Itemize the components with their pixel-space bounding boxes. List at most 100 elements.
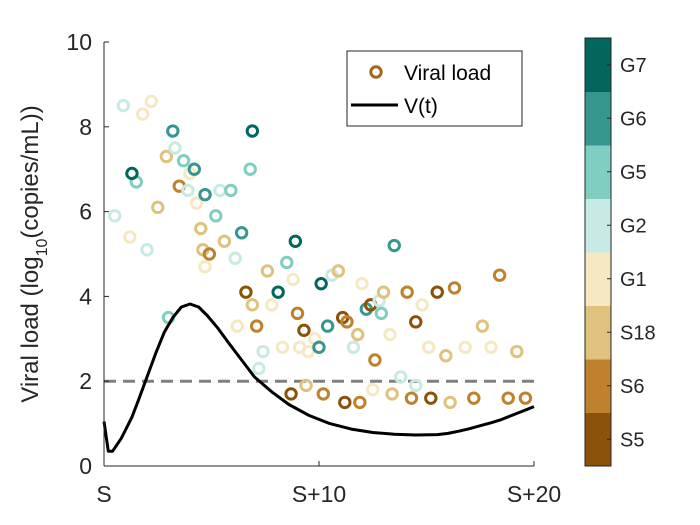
viral-load-point: [181, 183, 195, 198]
viral-load-point: [518, 391, 533, 405]
scatter-points: [108, 94, 533, 410]
viral-load-point: [166, 124, 180, 138]
viral-load-point: [245, 124, 260, 138]
viral-load-point: [265, 298, 279, 312]
viral-load-point: [217, 234, 232, 248]
viral-load-point: [415, 298, 429, 312]
x-tick-label: S: [96, 481, 111, 507]
viral-load-point: [340, 315, 354, 329]
colorbar-segment: [585, 305, 611, 360]
legend: Viral load V(t): [346, 50, 523, 127]
viral-load-point: [338, 395, 352, 410]
viral-load-point: [312, 340, 326, 354]
viral-load-point: [443, 395, 457, 410]
viral-load-point: [144, 94, 159, 109]
vt-curve: [102, 302, 535, 453]
viral-load-point: [198, 187, 212, 202]
colorbar-label: S18: [620, 322, 656, 344]
viral-load-point: [484, 340, 498, 354]
viral-load-point: [239, 285, 253, 299]
viral-load-point: [299, 378, 313, 393]
viral-load-point: [187, 162, 202, 176]
viral-load-point: [316, 387, 330, 401]
viral-load-point: [387, 238, 401, 253]
viral-load-point: [243, 162, 257, 176]
y-tick-label: 6: [79, 199, 92, 225]
viral-load-point: [245, 298, 260, 312]
viral-load-point: [275, 340, 290, 354]
viral-load-point: [409, 378, 423, 393]
colorbar-segment: [585, 252, 611, 306]
viral-load-point: [202, 247, 217, 261]
viral-load-point: [409, 315, 423, 329]
viral-load-point: [116, 98, 131, 113]
viral-load-point: [404, 391, 419, 405]
viral-load-point: [198, 260, 212, 274]
viral-load-point: [467, 391, 481, 405]
plot-area: S S+10 S+20 0 2 4 6 8 10 Viral load V(t): [66, 29, 561, 507]
colorbar-segment: [585, 359, 611, 413]
viral-load-point: [224, 183, 238, 198]
viral-load-point: [288, 234, 303, 248]
colorbar-label: G1: [620, 269, 647, 291]
viral-load-point: [368, 353, 382, 367]
viral-load-point: [136, 107, 150, 121]
colorbar-border: [584, 37, 612, 467]
y-tick-label: 4: [79, 283, 92, 309]
viral-load-point: [346, 340, 361, 354]
viral-load-point: [394, 370, 408, 384]
viral-load-point: [230, 319, 245, 333]
colorbar-label: S5: [620, 429, 644, 451]
y-tick-label: 10: [66, 29, 92, 55]
colorbar-segment: [585, 91, 611, 146]
vt-curve-group: [102, 302, 535, 453]
y-axis-label-units: (copies/mL)): [17, 105, 44, 238]
viral-load-point: [159, 149, 174, 164]
viral-load-point: [286, 272, 300, 287]
legend-label-viral-load: Viral load: [404, 62, 491, 85]
viral-load-point: [140, 243, 154, 257]
colorbar-label: G5: [620, 162, 647, 184]
viral-load-point: [252, 361, 266, 376]
y-axis-label-main: Viral load (log: [17, 256, 44, 402]
colorbar-label: G7: [620, 55, 647, 77]
axes: S S+10 S+20 0 2 4 6 8 10: [66, 29, 561, 507]
viral-load-point: [424, 391, 438, 405]
viral-load-point: [176, 154, 191, 168]
viral-load-point: [125, 166, 139, 181]
colorbar-label: G6: [620, 108, 647, 130]
viral-load-point: [376, 285, 391, 299]
viral-load-point: [458, 340, 472, 354]
viral-load-point: [355, 276, 369, 291]
viral-load-point: [189, 196, 204, 210]
viral-load-point: [447, 281, 462, 295]
viral-load-point: [228, 251, 242, 265]
viral-load-point: [280, 255, 294, 270]
viral-load-point: [383, 327, 397, 342]
colorbar-label: G2: [620, 215, 647, 237]
colorbar-segment: [585, 412, 611, 467]
viral-load-point: [320, 319, 335, 333]
y-axis-label-subscript: 10: [34, 239, 51, 257]
viral-load-point: [331, 264, 346, 278]
y-tick-label: 2: [79, 368, 92, 394]
viral-load-point: [168, 141, 182, 155]
viral-load-point: [123, 230, 137, 244]
viral-load-point: [271, 285, 285, 299]
colorbar: S5 S6 S18 G1 G2 G5 G6 G7: [584, 37, 656, 467]
x-tick-label: S+20: [507, 481, 561, 507]
viral-load-point: [260, 264, 275, 278]
viral-load-point: [439, 349, 453, 363]
y-tick-label: 0: [79, 453, 92, 479]
colorbar-segment: [585, 198, 611, 253]
viral-load-point: [284, 387, 298, 401]
viral-load-point: [301, 344, 315, 359]
viral-load-point: [374, 306, 389, 321]
viral-load-point: [353, 395, 367, 410]
legend-label-vt: V(t): [404, 95, 438, 118]
viral-load-point: [430, 285, 444, 299]
viral-load-point: [194, 221, 208, 236]
viral-load-point: [501, 391, 515, 405]
